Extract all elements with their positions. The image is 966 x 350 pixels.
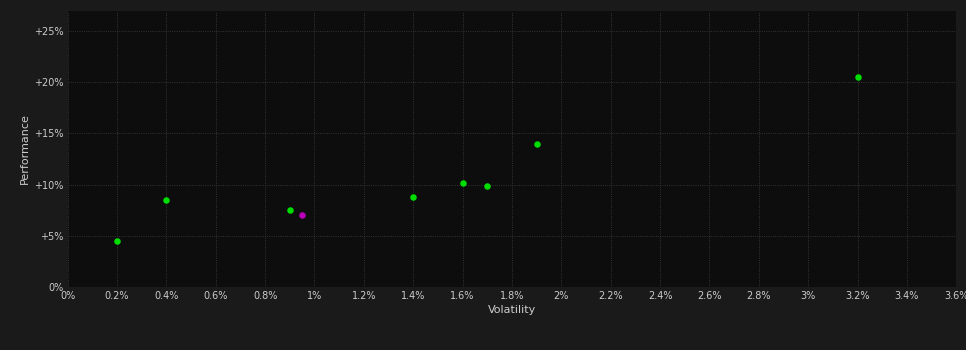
Y-axis label: Performance: Performance bbox=[19, 113, 30, 184]
Point bbox=[295, 212, 310, 218]
X-axis label: Volatility: Volatility bbox=[488, 305, 536, 315]
Point bbox=[158, 197, 174, 203]
Point bbox=[455, 180, 470, 186]
Point bbox=[529, 141, 545, 146]
Point bbox=[479, 183, 495, 188]
Point bbox=[850, 74, 866, 80]
Point bbox=[406, 194, 421, 200]
Point bbox=[109, 238, 125, 244]
Point bbox=[282, 208, 298, 213]
